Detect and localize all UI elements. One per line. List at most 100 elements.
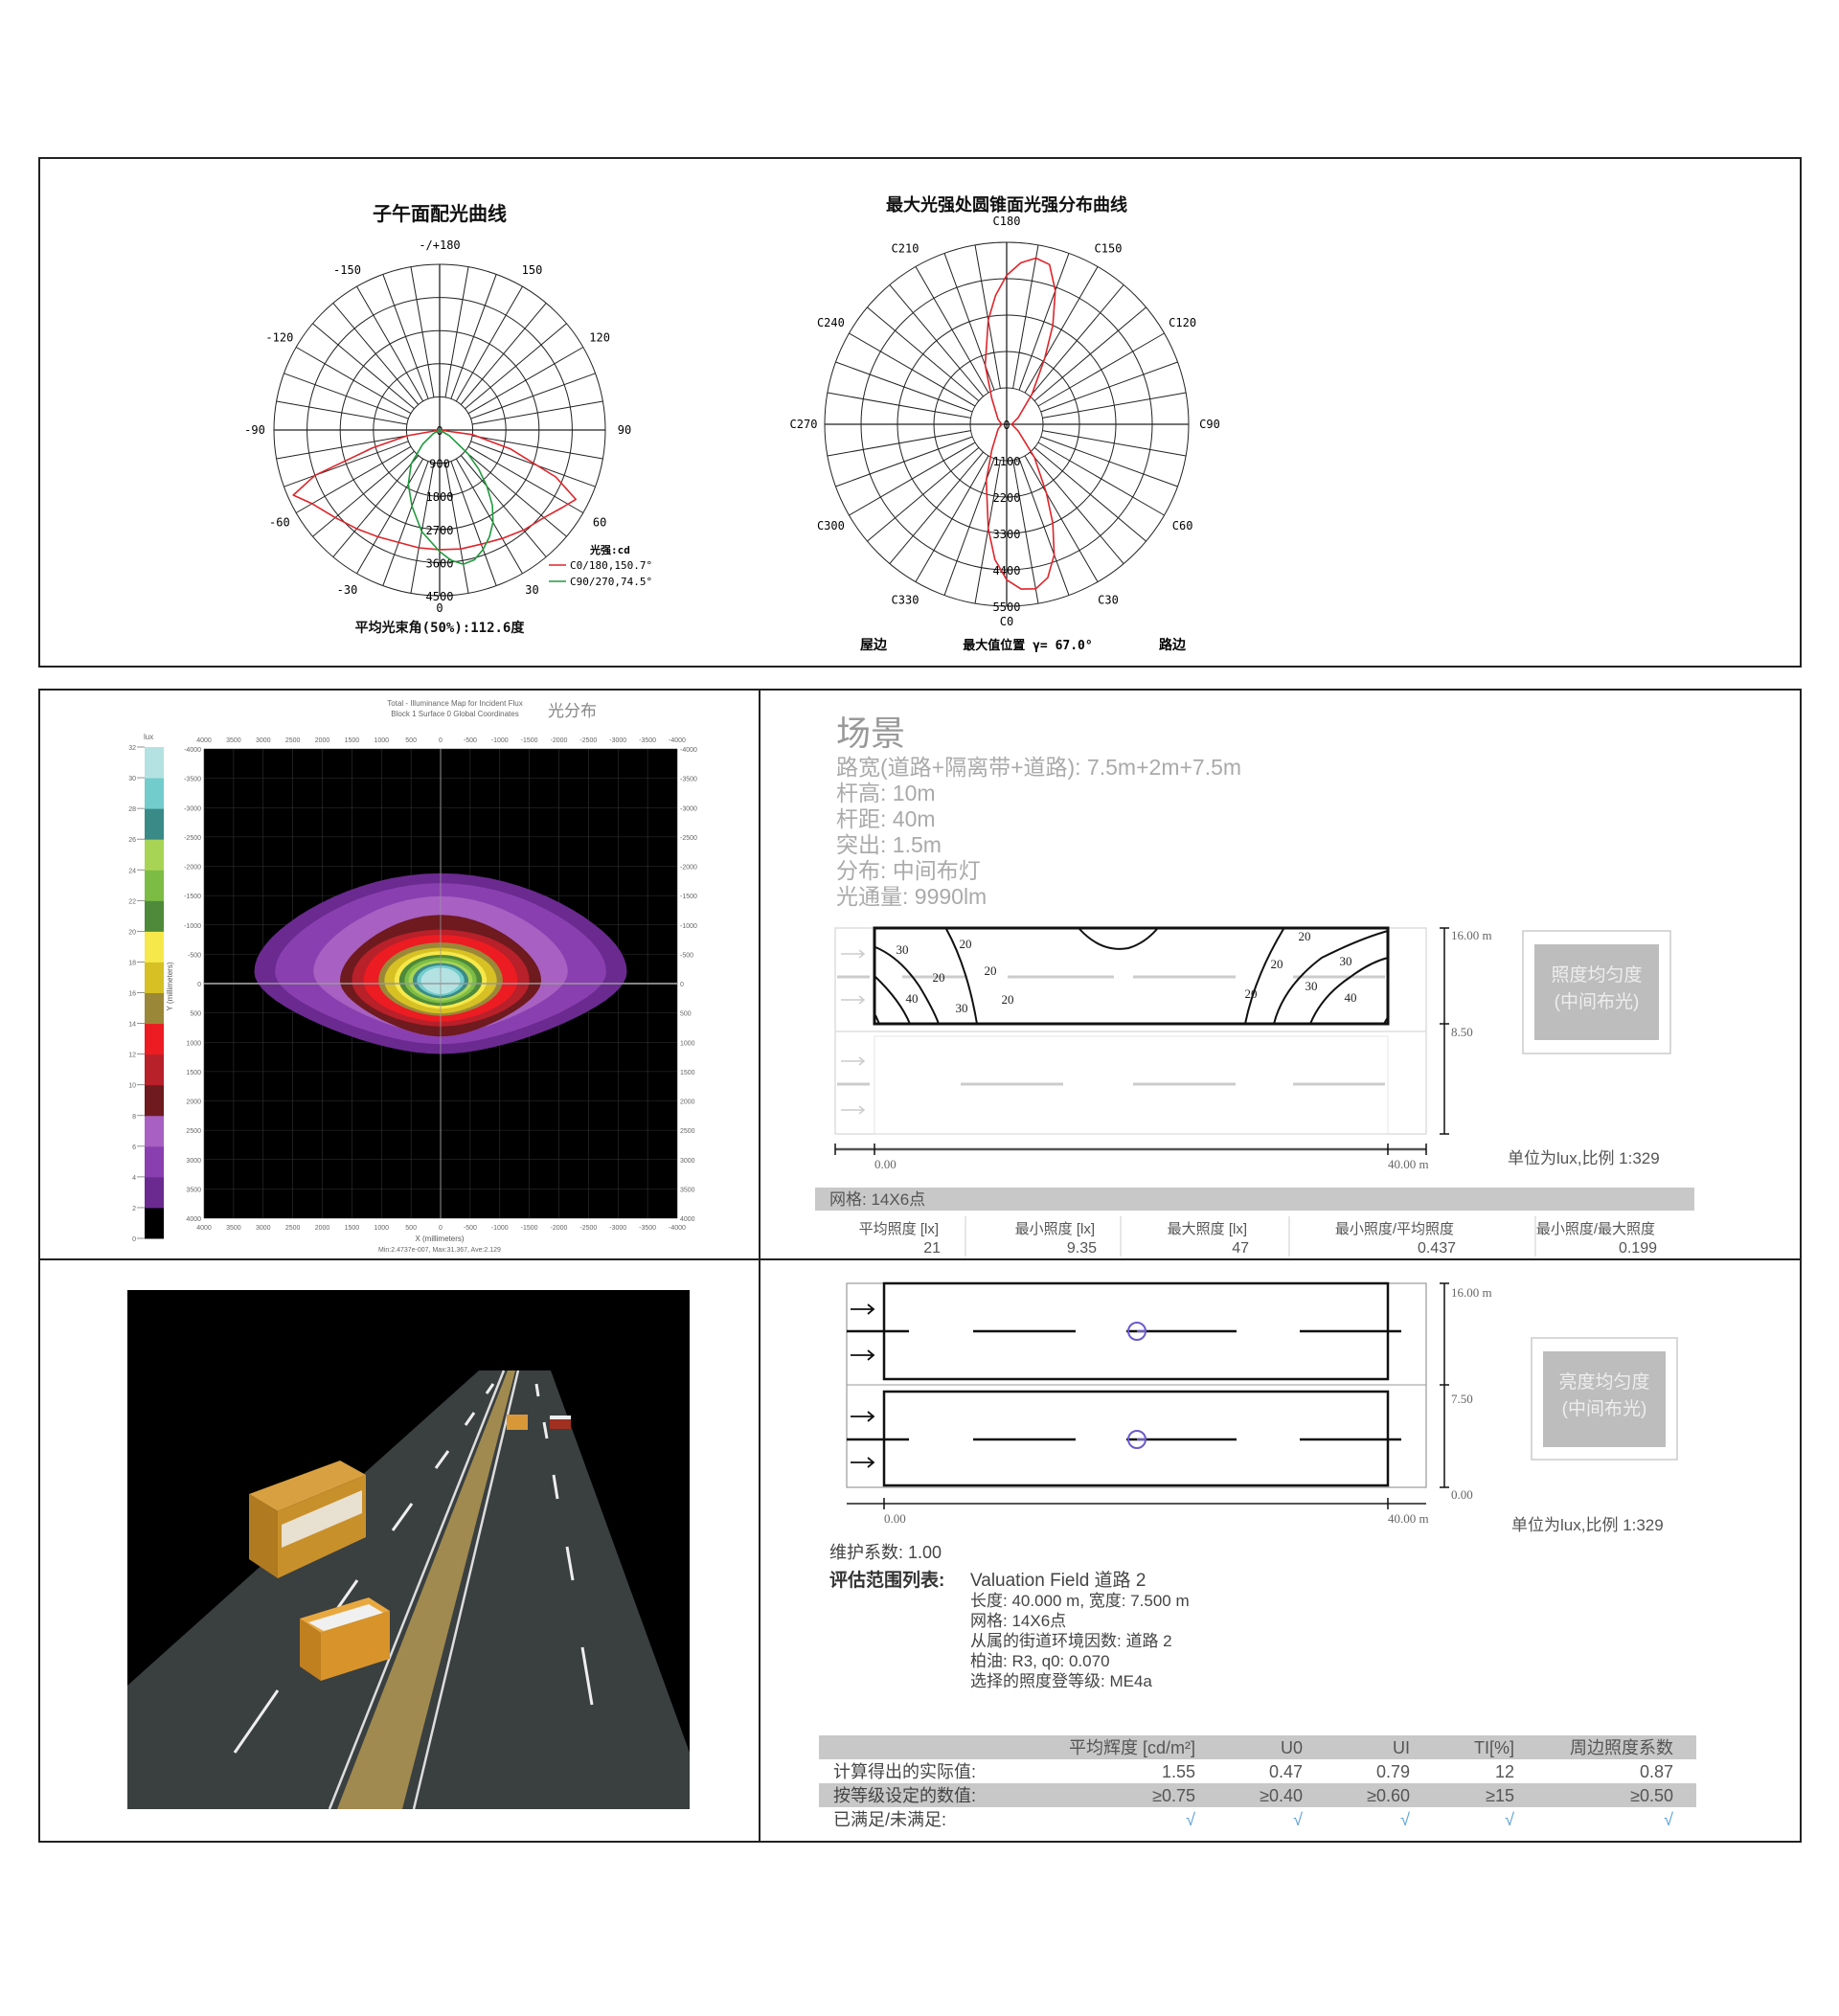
table-row-label: 已满足/未满足: [833,1810,946,1829]
stats-header: 最小照度/平均照度 [1335,1221,1454,1237]
x-tick-label: -3000 [609,737,626,744]
contour-label: 20 [1299,929,1311,943]
evaluation-field-outline [873,926,1390,1026]
angle-label: C180 [993,215,1021,228]
svg-text:(中间布光): (中间布光) [1562,1398,1647,1419]
colorbar-tick: 6 [132,1144,136,1151]
colorbar-band [145,992,164,1025]
ring-label: 0 [436,424,443,438]
stats-value: 9.35 [1067,1240,1097,1257]
polar-spoke [284,373,409,419]
polar-spoke [1018,253,1070,391]
scene-line: 杆距: 40m [836,806,936,831]
x-tick-label: -1000 [491,737,509,744]
y-tick-label: 4000 [680,1216,695,1223]
table-cell: 0.87 [1640,1762,1673,1781]
colorbar-tick: 18 [128,960,136,966]
x-tick-label: 3500 [226,737,241,744]
y-tick-label: 0 [197,982,201,988]
stats-header: 最小照度 [lx] [1015,1221,1095,1237]
road-render-image [127,1290,690,1810]
x-tick-label: -2000 [551,1225,568,1232]
contour-label: 20 [985,963,997,978]
contour-label: 20 [1002,992,1014,1007]
polar-spoke [444,462,469,594]
polar-spoke [471,435,603,460]
colorbar-band [145,1053,164,1086]
y-tick-label: -4000 [680,747,697,754]
angle-label: -/+180 [419,238,460,252]
polar-spoke [295,445,412,513]
bus [249,1461,366,1578]
x-tick-label: -3500 [639,737,656,744]
polar-spoke [1030,451,1124,564]
heatmap-title: Total - Illuminance Map for Incident Flu… [387,699,522,708]
colorbar-band [145,747,164,779]
x-tick-label: 2000 [315,1225,330,1232]
stats-header: 平均照度 [lx] [859,1221,939,1237]
table-cell: 12 [1495,1762,1514,1781]
y-tick-label: -2000 [184,865,201,872]
x-tick-label: 0 [439,737,443,744]
polar-spoke [450,274,497,399]
angle-label: C150 [1095,241,1123,255]
x-tick-label: 500 [405,737,417,744]
y-tick-label: 2500 [680,1128,695,1135]
legend-unit: 光强:cd [589,543,630,556]
contour-label: 20 [1245,986,1258,1001]
x-tick-label: 3500 [226,1225,241,1232]
x-tick-label: -1500 [521,1225,538,1232]
table-header: 周边照度系数 [1570,1738,1673,1757]
meridian-polar-chart: 0 30 60 90 120 150 -/+180 -30 -60 -90 -120 -150 0 900… [244,238,631,615]
polar-spoke [356,285,424,402]
polar-spoke [827,392,971,419]
svg-text:照度均匀度: 照度均匀度 [1551,964,1642,985]
ring-label: 2200 [993,491,1021,505]
table-cell: ≥0.75 [1152,1786,1195,1805]
ring-label: 4400 [993,564,1021,578]
angle-label: C30 [1098,594,1119,607]
dim-bottom: 0.00 [1451,1487,1473,1502]
angle-label: -120 [265,331,293,345]
polar-spoke [276,400,408,425]
angle-label: C270 [790,418,818,431]
meridian-title: 子午面配光曲线 [373,202,507,225]
cone-title: 最大光强处圆锥面光强分布曲线 [886,194,1127,215]
x-tick-label: 4000 [196,1225,212,1232]
heatmap-title-cn: 光分布 [548,702,597,720]
stats-value: 0.437 [1418,1240,1456,1257]
polar-spoke [1042,392,1187,419]
y-tick-label: 4000 [186,1216,201,1223]
polar-spoke [1037,442,1165,516]
y-tick-label: 500 [680,1011,692,1018]
x-tick-label: 0 [439,1225,443,1232]
colorbar-tick: 16 [128,991,136,998]
heatmap-stats: Min:2.4737e-007, Max:31.367, Ave:2.129 [378,1247,501,1254]
field-detail-line: Valuation Field 道路 2 [970,1570,1146,1591]
polar-spoke [295,347,412,415]
polar-spoke [1042,430,1187,457]
polar-spoke [849,442,976,516]
x-start: 0.00 [874,1157,897,1171]
polar-spoke [889,284,984,397]
y-tick-label: 1500 [186,1070,201,1076]
field-detail-line: 选择的照度登等级: ME4a [970,1672,1152,1690]
x-start: 0.00 [884,1511,906,1526]
colorbar-tick: 22 [128,898,136,905]
beam-angle-text: 平均光束角(50%):112.6度 [355,620,526,636]
y-tick-label: 2500 [186,1128,201,1135]
polar-spoke [1012,460,1039,604]
y-tick-label: -2000 [680,865,697,872]
angle-label: -150 [333,263,361,277]
illuminance-stats-table: 平均照度 [lx] 21 最小照度 [lx] 9.35 最大照度 [lx] 47 最小照度/… [859,1216,1657,1257]
dim-top: 16.00 m [1451,928,1492,942]
polar-spoke [465,450,567,537]
ring-label: 900 [429,458,450,471]
x-tick-label: -4000 [669,737,686,744]
table-row-label: 计算得出的实际值: [833,1762,976,1781]
svg-text:(中间布光): (中间布光) [1555,991,1640,1012]
polar-spoke [332,455,420,557]
heatmap-ylabel: Y (millimeters) [166,962,174,1010]
